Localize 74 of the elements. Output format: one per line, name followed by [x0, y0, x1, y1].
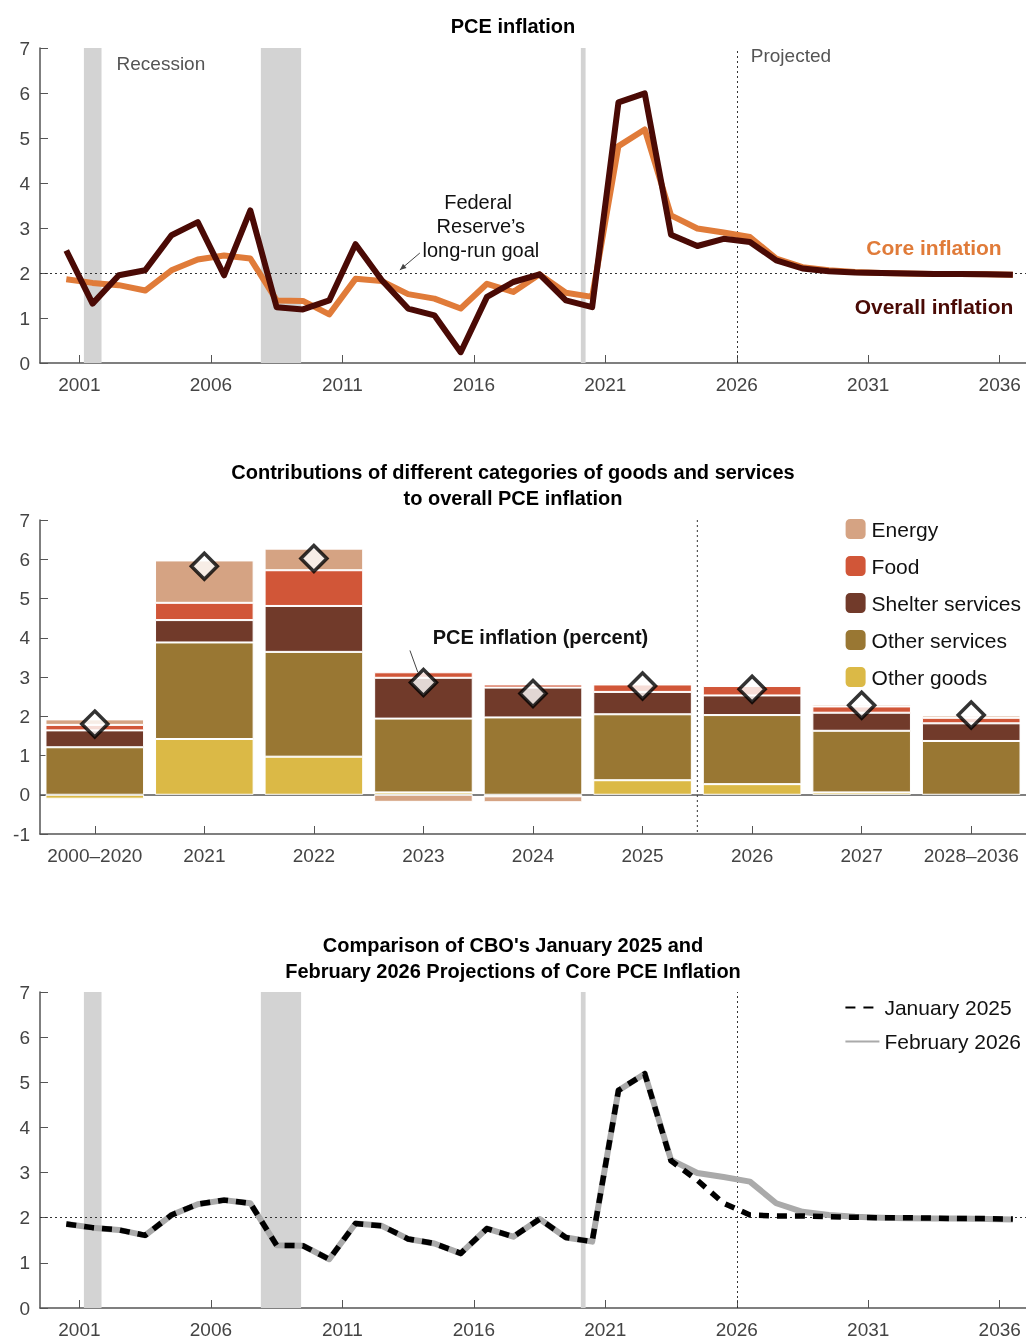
y-tick-label: 6 [19, 548, 30, 570]
point [627, 671, 658, 701]
y-tick-label: 6 [19, 82, 30, 104]
y-tick-label: 0 [19, 784, 30, 806]
x-tick-label: 2011 [321, 1319, 363, 1340]
y-tick-label: 6 [19, 1026, 30, 1048]
point [518, 678, 548, 709]
series-label: Core inflation [866, 235, 1002, 259]
y-tick-label: 3 [19, 666, 30, 688]
y-tick-label: 4 [19, 627, 31, 649]
point [737, 674, 767, 704]
chart-title: Comparison of CBO's January 2025 and February 2026 Projections of Core PCE Inflation [285, 934, 741, 982]
x-tick-label: 2001 [58, 1319, 101, 1340]
y-tick-label: 3 [19, 1162, 30, 1184]
x-tick-label: 2024 [511, 845, 555, 866]
x-tick-label: 2023 [402, 845, 445, 866]
x-tick-label: 2036 [978, 1319, 1021, 1340]
x-tick-label: 2025 [621, 845, 664, 866]
y-tick-label: 2 [19, 705, 30, 727]
y-tick-label: 2 [19, 1207, 30, 1229]
x-tick-label: 2021 [584, 1319, 627, 1340]
legend-label: January 2025 [884, 996, 1012, 1019]
band-label: Recession [116, 53, 206, 74]
legend-label: Shelter services [871, 591, 1021, 615]
x-tick-label: 2028–2036 [923, 845, 1019, 866]
y-tick-label: 1 [19, 307, 30, 329]
y-tick-label: 1 [19, 1252, 30, 1274]
x-tick-label: 2021 [183, 845, 226, 866]
point [80, 709, 110, 739]
annotation: PCE inflation (percent) [432, 626, 649, 649]
y-tick-label: -1 [13, 823, 30, 845]
bar [374, 794, 473, 802]
y-tick-label: 4 [19, 172, 31, 194]
y-tick-label: 0 [19, 1297, 30, 1319]
ref-line-label: Projected [750, 45, 832, 66]
x-tick-label: 2031 [847, 1319, 890, 1340]
legend-label: Other goods [871, 665, 988, 689]
y-tick-label: 7 [19, 509, 30, 531]
point [846, 690, 877, 721]
x-tick-label: 2016 [452, 1319, 495, 1340]
legend-label: Other services [871, 628, 1007, 652]
legend-label: February 2026 [884, 1030, 1022, 1053]
chart-title: PCE inflation [450, 15, 576, 37]
x-tick-label: 2031 [847, 374, 890, 395]
legend-label: Energy [871, 517, 939, 541]
x-tick-label: 2001 [58, 374, 101, 395]
legend-label: Food [871, 554, 920, 578]
x-tick-label: 2016 [452, 374, 495, 395]
y-tick-label: 3 [19, 217, 30, 239]
x-tick-label: 2026 [730, 845, 774, 866]
y-tick-label: 5 [19, 127, 30, 149]
y-tick-label: 2 [19, 262, 30, 284]
annotation: Federal Reserve’s long-run goal [422, 191, 540, 261]
series-label: Overall inflation [854, 294, 1014, 318]
y-tick-label: 7 [19, 37, 30, 59]
x-tick-label: 2022 [292, 845, 336, 866]
x-tick-label: 2027 [840, 845, 883, 866]
y-tick-label: 0 [19, 352, 30, 374]
y-tick-label: 5 [19, 1071, 30, 1093]
y-tick-label: 5 [19, 588, 30, 609]
x-tick-label: 2006 [189, 1319, 233, 1340]
x-tick-label: 2006 [189, 374, 233, 395]
x-tick-label: 2000–2020 [47, 845, 143, 866]
y-tick-label: 7 [19, 981, 30, 1003]
chart-title: Contributions of different categories of goods and services to overall PCE inflation [231, 461, 795, 509]
x-tick-label: 2011 [321, 374, 363, 395]
x-tick-label: 2021 [584, 374, 627, 395]
y-tick-label: 1 [19, 745, 30, 766]
x-tick-label: 2036 [978, 374, 1021, 395]
x-tick-label: 2026 [715, 1319, 758, 1340]
point [956, 700, 986, 730]
y-tick-label: 4 [19, 1116, 31, 1138]
point [299, 543, 329, 574]
x-tick-label: 2026 [715, 374, 758, 395]
